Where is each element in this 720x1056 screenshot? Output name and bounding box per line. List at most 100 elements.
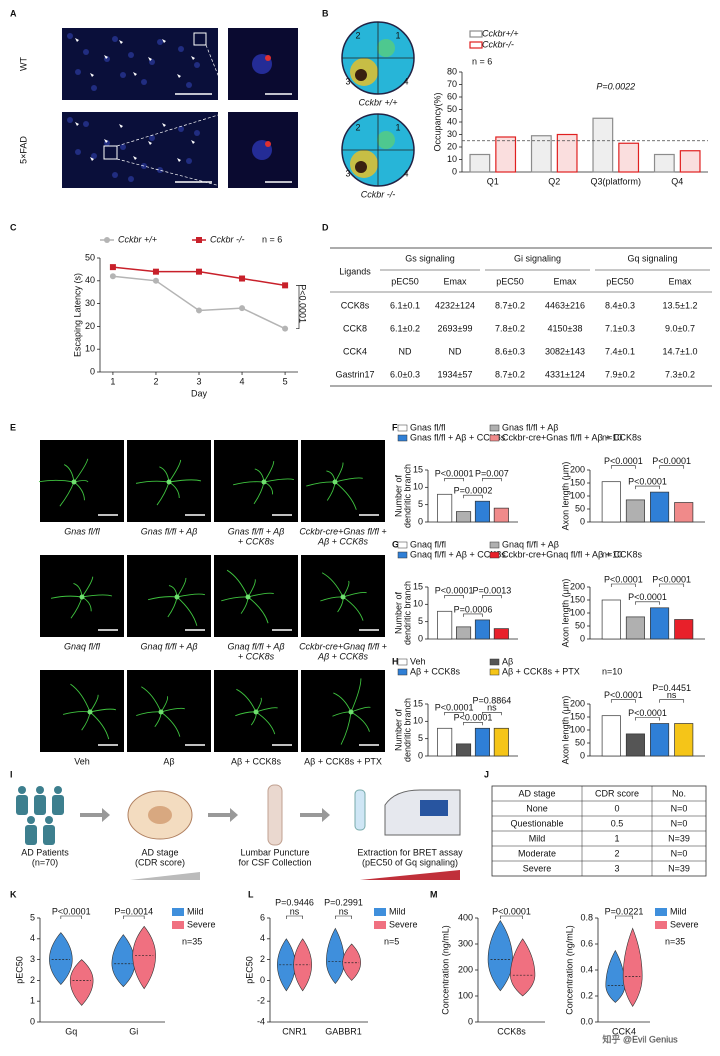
note: n=35 <box>182 936 202 946</box>
bar <box>650 723 670 757</box>
y-tick-label: 0 <box>260 975 265 985</box>
row-label: 5×FAD <box>18 136 28 164</box>
neurite <box>70 683 91 713</box>
spine <box>267 784 283 846</box>
annotation: ns <box>339 906 349 916</box>
image-caption: + CCK8s <box>238 651 275 661</box>
table-cell: N=39 <box>668 833 690 843</box>
y-tick-label: 30 <box>447 129 457 139</box>
table-cell: 1934±57 <box>438 369 473 379</box>
image-caption: Aβ + CCK8s <box>317 536 368 546</box>
flow-label: (CDR score) <box>135 857 185 867</box>
table-cell: 6.1±0.1 <box>390 300 420 310</box>
panel-letter: G <box>392 539 399 549</box>
note: n=10 <box>602 432 622 442</box>
y-tick-label: 0.2 <box>580 990 593 1000</box>
flow-label: (n=70) <box>32 857 58 867</box>
panel-letter: H <box>392 656 399 666</box>
soma <box>71 479 77 485</box>
platform <box>355 161 367 173</box>
image-caption: + CCK8s <box>238 536 275 546</box>
signal <box>265 55 271 61</box>
annotation: P=0.007 <box>475 469 509 479</box>
note: n = 6 <box>262 234 282 244</box>
y-tick-label: 15 <box>413 464 423 474</box>
legend-swatch <box>655 908 667 916</box>
micrograph <box>62 28 218 100</box>
quadrant-label: 1 <box>395 122 400 132</box>
x-tick-label: GABBR1 <box>325 1026 362 1036</box>
y-tick-label: 5 <box>418 616 423 626</box>
y-tick-label: 100 <box>570 490 585 500</box>
y-tick-label: 50 <box>447 104 457 114</box>
cell <box>178 126 184 132</box>
signal <box>265 141 271 147</box>
cell <box>75 149 81 155</box>
y-tick-label: 150 <box>570 477 585 487</box>
bar <box>495 136 517 173</box>
legend-swatch <box>397 658 408 666</box>
y-axis-label: dendritic branch <box>402 464 412 528</box>
violin <box>510 938 536 997</box>
y-axis-label: Concentration (ng/mL) <box>440 925 450 1015</box>
bar <box>653 153 675 173</box>
annotation: ns <box>667 690 677 700</box>
column-header: Emax <box>668 276 692 286</box>
soma <box>166 479 172 485</box>
quadrant-label: 4 <box>403 168 408 178</box>
annotation: P<0.0001 <box>652 456 691 466</box>
y-tick-label: 50 <box>575 620 585 630</box>
annotation: P<0.0001 <box>298 284 308 323</box>
annotation: P<0.0001 <box>52 906 91 916</box>
y-tick-label: 150 <box>570 594 585 604</box>
person-body <box>16 795 28 815</box>
bar <box>469 153 491 173</box>
bar <box>625 733 645 757</box>
y-tick-label: 0 <box>468 1016 473 1026</box>
legend-swatch <box>469 41 483 49</box>
legend-marker <box>196 237 202 243</box>
note: n=5 <box>384 936 399 946</box>
panel-letter: F <box>392 422 398 432</box>
bar <box>601 599 621 640</box>
table-cell: 4150±38 <box>548 323 583 333</box>
x-tick-label: CCK4 <box>612 1026 636 1036</box>
arrowhead <box>104 55 108 59</box>
y-axis-label: Number of <box>393 592 403 635</box>
note: n=10 <box>602 549 622 559</box>
bar <box>437 727 453 757</box>
legend-label: Aβ + CCK8s + PTX <box>502 666 580 676</box>
bar <box>474 619 490 640</box>
legend-swatch <box>655 921 667 929</box>
cell <box>67 117 73 123</box>
table-cell: 4331±124 <box>545 369 585 379</box>
cell <box>178 46 184 52</box>
soma <box>253 709 259 715</box>
legend-label: Aβ <box>502 656 513 666</box>
neuron-image <box>214 555 298 637</box>
flow-label: Lumbar Puncture <box>240 847 309 857</box>
annotation: ns <box>290 906 300 916</box>
significance-bracket <box>659 583 685 587</box>
zoom-lines <box>116 44 229 189</box>
annotation: P=0.0014 <box>114 906 153 916</box>
y-axis-label: Concentration (ng/mL) <box>564 925 574 1015</box>
significance-bracket <box>482 594 502 599</box>
y-tick-label: 60 <box>447 91 457 101</box>
bar <box>530 135 552 173</box>
y-tick-label: 0 <box>90 366 95 376</box>
person-head <box>45 816 53 824</box>
neurite <box>247 592 274 598</box>
point <box>152 268 159 275</box>
point <box>282 282 289 289</box>
bar <box>601 715 621 757</box>
y-tick-label: 100 <box>458 990 473 1000</box>
y-tick-label: 50 <box>575 737 585 747</box>
y-tick-label: 4 <box>30 933 35 943</box>
table-header: AD stage <box>518 788 555 798</box>
x-tick-label: 1 <box>110 376 115 386</box>
table-cell: 4463±216 <box>545 300 585 310</box>
quadrant-label: 3 <box>345 168 350 178</box>
y-axis-label: Axon length (μm) <box>560 462 570 531</box>
neurite <box>321 572 344 598</box>
